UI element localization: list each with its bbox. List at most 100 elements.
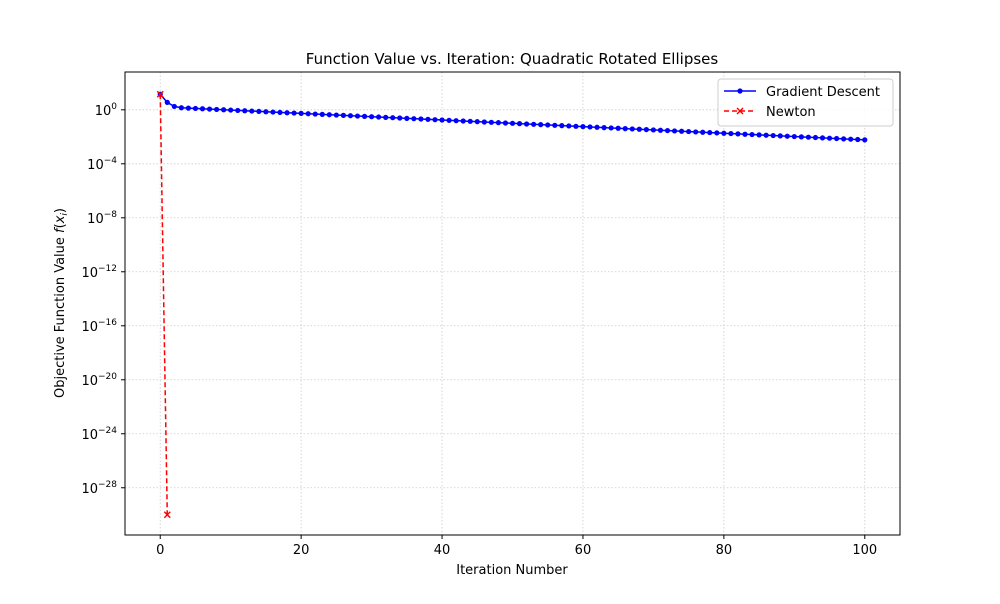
gradient-descent-point bbox=[439, 117, 445, 123]
gradient-descent-point bbox=[270, 109, 276, 115]
plot-frame bbox=[124, 71, 901, 536]
gradient-descent-point bbox=[657, 127, 664, 133]
gradient-descent-point bbox=[594, 124, 600, 130]
gradient-descent-point bbox=[798, 134, 804, 140]
gradient-descent-point bbox=[277, 109, 283, 116]
gradient-descent-point bbox=[707, 129, 713, 136]
gradient-descent-point bbox=[418, 116, 424, 122]
gradient-descent-point bbox=[601, 125, 607, 131]
y-tick-label-exponent: −8 bbox=[104, 210, 118, 220]
y-tick-label-base: 10 bbox=[87, 158, 104, 173]
legend-marker-newton bbox=[736, 107, 744, 115]
y-tick-label: 10−12 bbox=[81, 264, 117, 281]
gradient-descent-point bbox=[784, 133, 790, 139]
gradient-descent-point bbox=[721, 130, 727, 136]
gradient-descent-point bbox=[763, 132, 769, 138]
gradient-descent-point bbox=[291, 110, 297, 116]
y-axis-label-text: Objective Function Value bbox=[53, 233, 68, 398]
gradient-descent-point bbox=[453, 118, 459, 124]
grid bbox=[125, 72, 900, 535]
gradient-descent-point bbox=[361, 113, 368, 119]
gradient-descent-point bbox=[185, 105, 192, 111]
newton-point-stroke bbox=[156, 90, 164, 98]
series-layer bbox=[156, 90, 868, 519]
y-axis-label-x: x bbox=[53, 215, 68, 224]
gradient-descent-point bbox=[855, 136, 861, 143]
y-tick-label-exponent: −20 bbox=[98, 372, 117, 382]
gradient-descent-point bbox=[728, 130, 734, 137]
gradient-descent-point bbox=[516, 121, 523, 127]
gradient-descent-point bbox=[178, 105, 184, 111]
gradient-descent-point bbox=[841, 136, 847, 142]
gradient-descent-point bbox=[509, 120, 516, 126]
legend-label-gradient-descent: Gradient Descent bbox=[766, 85, 880, 100]
x-axis-label: Iteration Number bbox=[456, 563, 568, 578]
gradient-descent-point bbox=[749, 131, 755, 138]
gradient-descent-point bbox=[559, 123, 565, 129]
gradient-descent-point bbox=[425, 116, 431, 122]
legend-marker-gradient-descent bbox=[737, 88, 743, 94]
gradient-descent-point bbox=[678, 128, 685, 134]
gradient-descent-point bbox=[460, 118, 466, 124]
y-tick-label-exponent: −12 bbox=[98, 264, 117, 274]
gradient-descent-point bbox=[383, 114, 389, 120]
gradient-descent-point bbox=[467, 118, 473, 124]
gradient-descent-point bbox=[488, 119, 494, 125]
gradient-descent-point bbox=[502, 120, 509, 126]
y-axis-label-f: f bbox=[53, 226, 68, 233]
gradient-descent-point bbox=[199, 106, 206, 112]
gradient-descent-point bbox=[643, 126, 649, 133]
gradient-descent-point bbox=[354, 113, 361, 119]
gradient-descent-point bbox=[566, 123, 572, 129]
y-tick-label-base: 10 bbox=[81, 374, 98, 389]
gradient-descent-point bbox=[221, 107, 227, 113]
gradient-descent-point bbox=[573, 123, 579, 129]
gradient-descent-point bbox=[819, 135, 826, 141]
gradient-descent-point bbox=[242, 108, 248, 114]
gradient-descent-point bbox=[805, 134, 812, 140]
gradient-descent-point bbox=[446, 117, 452, 123]
gradient-descent-point bbox=[495, 120, 502, 126]
y-tick-label: 100 bbox=[95, 102, 118, 119]
gradient-descent-point bbox=[432, 117, 438, 123]
gradient-descent-point bbox=[552, 122, 558, 128]
gradient-descent-point bbox=[629, 126, 635, 132]
y-tick-label-exponent: −28 bbox=[98, 480, 117, 490]
gradient-descent-point bbox=[700, 129, 706, 135]
gradient-descent-point bbox=[474, 119, 480, 125]
y-tick-label-exponent: 0 bbox=[111, 102, 117, 112]
gradient-descent-point bbox=[735, 131, 741, 137]
gradient-descent-point bbox=[347, 113, 354, 119]
gradient-descent-point bbox=[862, 137, 868, 143]
legend: Gradient Descent Newton bbox=[717, 78, 894, 127]
gradient-descent-point bbox=[397, 115, 403, 121]
gradient-descent-point bbox=[171, 103, 177, 110]
legend-label-newton: Newton bbox=[766, 105, 816, 120]
gradient-descent-point bbox=[312, 111, 318, 117]
y-axis-label-close-paren: ) bbox=[53, 208, 68, 213]
gradient-descent-point bbox=[615, 125, 621, 131]
gradient-descent-point bbox=[263, 109, 269, 115]
gradient-descent-point bbox=[411, 116, 417, 122]
gradient-descent-point bbox=[671, 128, 678, 134]
gradient-descent-point bbox=[319, 111, 325, 117]
gradient-descent-point bbox=[686, 128, 692, 135]
y-tick-label-exponent: −4 bbox=[104, 156, 118, 166]
newton-point bbox=[156, 90, 164, 98]
gradient-descent-point bbox=[368, 114, 375, 120]
y-axis-label: Objective Function Value f(xi) bbox=[53, 208, 70, 398]
gradient-descent-point bbox=[333, 112, 339, 118]
gradient-descent-point bbox=[714, 130, 720, 136]
y-tick-label: 10−8 bbox=[87, 210, 117, 227]
gradient-descent-point bbox=[390, 115, 396, 121]
gradient-descent-point bbox=[587, 124, 593, 130]
gradient-descent-point bbox=[812, 134, 819, 141]
x-tick-label: 0 bbox=[156, 543, 164, 558]
y-tick-label: 10−4 bbox=[87, 156, 117, 173]
x-tick-label: 100 bbox=[852, 543, 877, 558]
gradient-descent-point bbox=[770, 132, 776, 139]
gradient-descent-point bbox=[305, 111, 311, 117]
gradient-descent-point bbox=[664, 127, 671, 134]
chart-title: Function Value vs. Iteration: Quadratic … bbox=[306, 50, 719, 68]
